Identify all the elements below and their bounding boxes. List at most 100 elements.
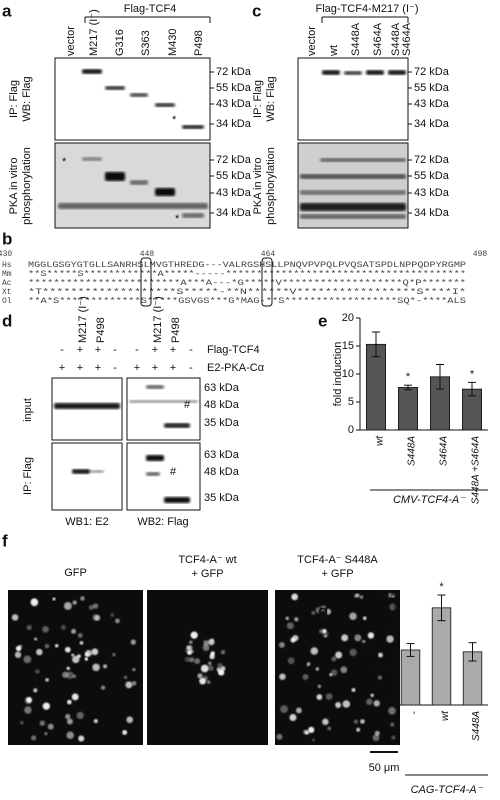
band (388, 70, 406, 75)
cell (292, 634, 299, 642)
hash: # (184, 399, 191, 411)
cell (341, 634, 349, 642)
cell (331, 656, 337, 662)
cell (64, 646, 71, 653)
cell (276, 733, 283, 740)
y-tick-label: 5 (348, 396, 354, 408)
panel-label: e (318, 311, 327, 330)
marker: 35 kDa (204, 417, 240, 429)
y-tick-label: 0.4 (374, 626, 389, 638)
cell (132, 668, 136, 672)
x-tick-label: - (409, 711, 420, 714)
blot (51, 442, 123, 511)
cell (370, 693, 374, 698)
cell (287, 657, 295, 665)
row-label: IP: Flag (252, 80, 264, 118)
cell (289, 714, 297, 722)
bar (365, 343, 386, 431)
cell (35, 669, 40, 674)
cell (362, 639, 366, 643)
significance: * (439, 581, 444, 593)
marker: 72 kDa (216, 154, 252, 166)
cell (354, 634, 362, 642)
band (130, 180, 148, 185)
cell (66, 699, 72, 705)
cell (378, 652, 383, 658)
cell (308, 726, 315, 733)
species: Ac (2, 279, 12, 288)
lane-label: M217 (I⁻) (77, 296, 89, 343)
cell (356, 727, 361, 732)
row-label: WB: Flag (265, 76, 277, 121)
blot-label: WB2: Flag (137, 516, 188, 528)
cell (220, 650, 226, 655)
cell (349, 648, 357, 657)
cell (387, 592, 393, 598)
cell (184, 656, 191, 663)
sign: - (189, 344, 193, 356)
cell (77, 633, 83, 638)
row-label: Flag-TCF4 (207, 344, 260, 356)
sign: - (135, 344, 139, 356)
cell (100, 685, 106, 690)
marker: 48 kDa (204, 466, 240, 478)
cell (207, 661, 212, 666)
lane-label: P498 (193, 30, 205, 56)
cell (44, 643, 50, 649)
cell (208, 665, 214, 671)
cell (278, 641, 285, 648)
y-tick-label: 0 (348, 424, 354, 436)
x-axis-label: CMV-TCF4-A⁻ (393, 494, 466, 506)
cell (123, 675, 128, 680)
cell (78, 735, 85, 742)
bar (400, 649, 421, 706)
sequence: **A*S*************S*****GSVGS***G*MAG-**… (28, 297, 466, 306)
cell (315, 667, 320, 671)
sequence: ************************A***A---*G*****V… (28, 279, 466, 288)
marker: 43 kDa (216, 98, 252, 110)
band (82, 157, 102, 161)
cell (388, 706, 396, 715)
cell (202, 675, 209, 681)
cell (42, 702, 50, 710)
cell (102, 664, 108, 669)
lane-label: P498 (95, 317, 107, 343)
cell (72, 600, 77, 605)
micrograph (8, 590, 143, 745)
sequence: *T*******************S*****-**N******V**… (28, 288, 466, 297)
species: Ol (2, 297, 12, 306)
marker: 72 kDa (216, 66, 252, 78)
cell (115, 618, 120, 624)
x-axis-label: CAG-TCF4-A⁻ (411, 784, 484, 796)
cell (335, 702, 342, 708)
cell (79, 641, 84, 645)
band (105, 86, 125, 90)
panel-label: d (2, 311, 12, 330)
figure-content: a Flag-TCF4 vector M217 (I⁻) G316 S363 M430 P49… (0, 1, 488, 796)
cell (80, 596, 85, 601)
band (300, 174, 406, 179)
band (72, 469, 90, 474)
cell (54, 644, 59, 648)
band (300, 190, 406, 195)
cell (60, 624, 66, 630)
sign: + (134, 362, 140, 374)
cell (66, 666, 70, 671)
cell (325, 608, 331, 615)
y-tick-label: 15 (342, 340, 354, 352)
position: 430 (0, 250, 12, 259)
cell (377, 675, 383, 680)
blot-label: WB1: E2 (65, 516, 108, 528)
cell (131, 680, 137, 686)
cell (286, 622, 294, 630)
highlight-box (140, 257, 152, 307)
cell (66, 718, 73, 725)
cell (66, 731, 74, 739)
cell (367, 632, 375, 639)
x-tick-label: S448A (471, 711, 482, 741)
panel-label: g (318, 601, 328, 620)
sign: - (189, 362, 193, 374)
y-axis-label: CV (364, 642, 376, 658)
cell (325, 693, 333, 701)
